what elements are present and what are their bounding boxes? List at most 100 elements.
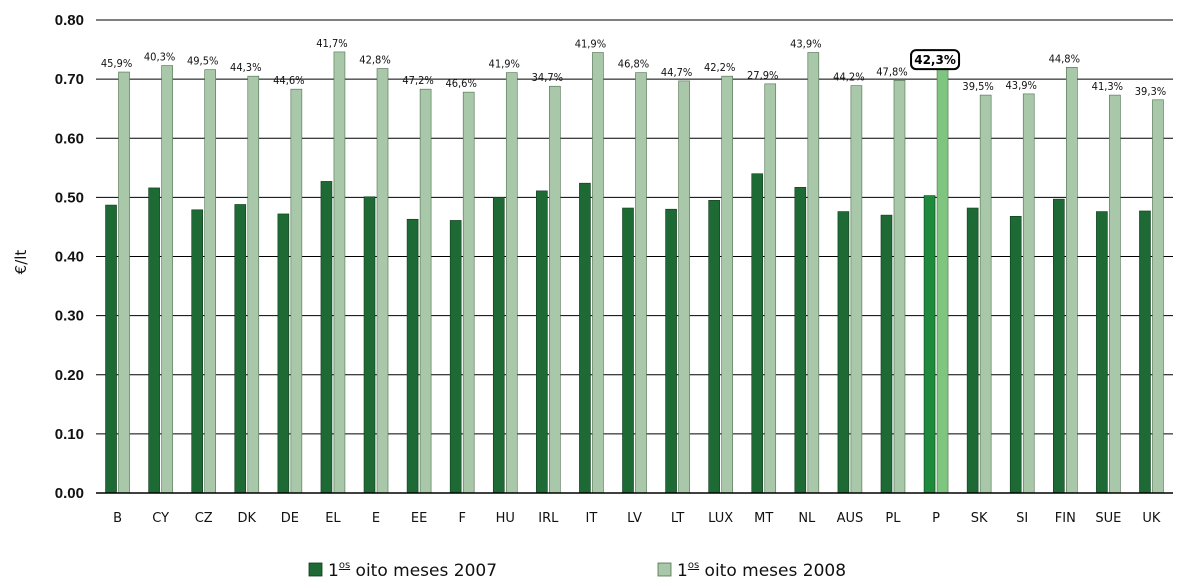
percent-label: 42,2% [704, 61, 735, 74]
percent-label: 44,3% [230, 61, 261, 74]
x-tick-label: NL [798, 511, 816, 526]
x-tick-label: IRL [538, 511, 559, 526]
y-tick-label: 0.20 [55, 367, 84, 384]
x-tick-label: LUX [708, 511, 733, 526]
bar-2007-irl [536, 190, 548, 494]
y-axis-ticks: 0.00 0.10 0.20 0.30 0.40 0.50 0.60 0.70 0.80 [55, 12, 84, 502]
bar-2008-e [376, 68, 389, 494]
percent-label: 43,9% [790, 38, 821, 51]
bar-2008-sue [1109, 94, 1121, 494]
x-tick-label: IT [586, 511, 598, 526]
bar-2007-lux [708, 200, 720, 494]
bar-2008-fin [1066, 67, 1078, 494]
percent-label-highlight: 42,3% [914, 53, 956, 67]
percent-label: 46,6% [445, 77, 476, 90]
bar-2007-cz [191, 209, 203, 494]
bar-2007-dk [234, 204, 247, 494]
bar-2008-ee [419, 88, 432, 494]
y-tick-label: 0.30 [55, 308, 84, 325]
x-tick-label: HU [496, 511, 515, 526]
bar-2008-de [290, 88, 303, 494]
bar-2008-dk [247, 75, 260, 494]
percent-label: 39,3% [1135, 85, 1166, 98]
bar-2007-lt [665, 208, 677, 494]
bar-2008-hu [505, 72, 518, 494]
percent-label: 41,9% [575, 38, 606, 51]
bar-2008-uk [1152, 99, 1164, 494]
bar-2007-sk [966, 207, 979, 494]
bar-2007-nl [794, 187, 807, 494]
x-tick-label: SI [1016, 511, 1028, 526]
percent-label: 44,6% [273, 74, 304, 87]
x-tick-label: EE [411, 511, 427, 526]
y-tick-label: 0.50 [55, 189, 84, 206]
bar-2007-de [277, 213, 290, 494]
percent-label: 44,7% [661, 66, 692, 79]
x-tick-label: CZ [195, 511, 213, 526]
bar-2008-it [592, 52, 604, 494]
bar-2008-f [462, 91, 475, 494]
legend: 1os oito meses 2007 1os oito meses 2008 [308, 560, 846, 581]
bar-2008-pl [893, 80, 906, 494]
bar-2007-aus [837, 211, 850, 494]
y-tick-label: 0.60 [55, 130, 84, 147]
percent-label: 44,8% [1049, 52, 1080, 65]
x-tick-label: EL [325, 511, 341, 526]
bar-2007-el [320, 181, 333, 494]
legend-label: 1os oito meses 2008 [677, 560, 846, 581]
x-tick-label: SK [971, 511, 988, 526]
y-tick-label: 0.40 [55, 249, 84, 266]
x-tick-label: E [372, 511, 380, 526]
bar-2008-si [1022, 93, 1035, 494]
bar-2008-el [333, 51, 346, 494]
legend-swatch [657, 562, 672, 577]
bar-2007-it [579, 182, 591, 494]
x-tick-label: MT [754, 511, 773, 526]
x-tick-label: B [113, 511, 122, 526]
percent-label: 47,2% [402, 74, 433, 87]
x-tick-label: AUS [837, 511, 864, 526]
bar-2008-lux [721, 75, 733, 494]
bar-2008-sk [979, 94, 992, 494]
y-tick-label: 0.80 [55, 12, 84, 29]
bar-2007-hu [492, 197, 505, 494]
percent-label: 44,2% [833, 71, 864, 84]
highlight-label-box [910, 49, 961, 71]
bar-2008-mt [764, 83, 777, 494]
bar-2007-fin [1053, 198, 1065, 494]
gridlines [96, 19, 1173, 494]
x-tick-label: F [458, 511, 465, 526]
percent-label: 43,9% [1006, 79, 1037, 92]
bar-2007-uk [1139, 210, 1151, 494]
percent-label: 39,5% [962, 80, 993, 93]
x-tick-label: LT [671, 511, 684, 526]
bar-2007-lv [622, 207, 634, 494]
bar-2007-cy [148, 187, 160, 494]
x-tick-label: LV [627, 511, 642, 526]
y-tick-label: 0.70 [55, 71, 84, 88]
bar-2008-p [936, 68, 949, 494]
bar-2008-aus [850, 85, 863, 494]
y-axis-label: €/lt [12, 250, 30, 275]
legend-swatch [308, 562, 323, 577]
bar-2007-b [105, 204, 117, 494]
bar-2008-lv [635, 72, 647, 494]
x-tick-label: CY [152, 511, 169, 526]
percent-label: 49,5% [187, 55, 218, 68]
bar-2007-p [923, 195, 936, 494]
x-tick-label: P [932, 511, 940, 526]
legend-item-2008: 1os oito meses 2008 [657, 560, 846, 581]
bar-2008-cz [204, 69, 216, 494]
percent-label: 47,8% [876, 65, 907, 78]
y-tick-label: 0.10 [55, 426, 84, 443]
bar-2007-f [449, 220, 462, 494]
bar-2008-irl [549, 85, 561, 494]
x-tick-label: FIN [1055, 511, 1076, 526]
percent-label: 42,8% [359, 53, 390, 66]
bars [105, 51, 1164, 494]
legend-label: 1os oito meses 2007 [328, 560, 497, 581]
percent-label: 40,3% [144, 51, 175, 64]
percent-label: 34,7% [532, 71, 563, 84]
bar-2007-e [363, 196, 376, 494]
percent-label: 46,8% [618, 58, 649, 71]
